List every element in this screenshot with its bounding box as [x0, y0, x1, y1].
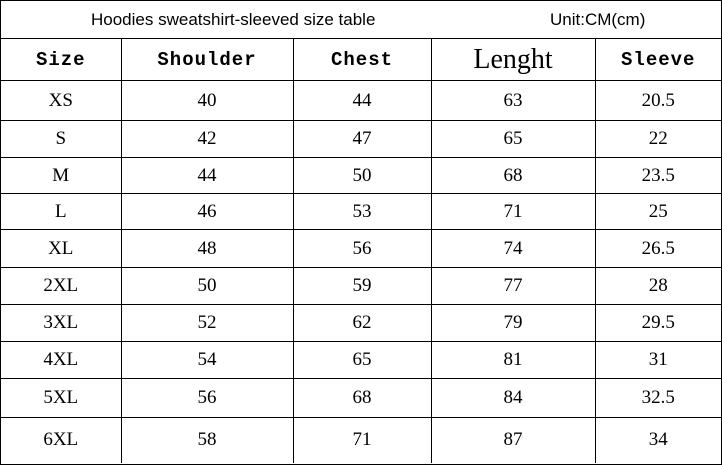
table-cell: 42 [120, 120, 294, 158]
column-header: Lenght [430, 39, 596, 81]
table-cell: 56 [292, 229, 432, 268]
table-cell: 25 [594, 193, 721, 230]
table-cell: 52 [120, 304, 294, 342]
table-cell: 4XL [1, 341, 122, 379]
table-row: L 46 53 71 25 [1, 193, 721, 230]
column-header: Shoulder [120, 39, 294, 81]
table-cell: 40 [120, 80, 294, 121]
table-cell: 68 [430, 157, 596, 194]
table-row: S 42 47 65 22 [1, 120, 721, 158]
column-header: Sleeve [594, 39, 721, 81]
table-cell: 81 [430, 341, 596, 379]
table-cell: 77 [430, 267, 596, 305]
table-cell: 63 [430, 80, 596, 121]
table-cell: XS [1, 80, 122, 121]
table-cell: 65 [430, 120, 596, 158]
table-cell: 54 [120, 341, 294, 379]
table-cell: 23.5 [594, 157, 721, 194]
table-cell: 20.5 [594, 80, 721, 121]
table-cell: 84 [430, 378, 596, 418]
table-cell: 32.5 [594, 378, 721, 418]
table-cell: 48 [120, 229, 294, 268]
size-table: Size Shoulder Chest Lenght Sleeve XS 40 44 63 20.… [1, 39, 721, 463]
table-cell: 46 [120, 193, 294, 230]
table-cell: 6XL [1, 417, 122, 463]
table-title: Hoodies sweatshirt-sleeved size table [91, 10, 376, 29]
table-cell: S [1, 120, 122, 158]
table-cell: 62 [292, 304, 432, 342]
table-cell: 22 [594, 120, 721, 158]
table-cell: 58 [120, 417, 294, 463]
table-cell: 74 [430, 229, 596, 268]
table-cell: 28 [594, 267, 721, 305]
table-row: XS 40 44 63 20.5 [1, 80, 721, 121]
table-cell: 29.5 [594, 304, 721, 342]
table-cell: 5XL [1, 378, 122, 418]
table-row: XL 48 56 74 26.5 [1, 229, 721, 268]
column-header: Chest [292, 39, 432, 81]
table-cell: 71 [292, 417, 432, 463]
table-row: 5XL 56 68 84 32.5 [1, 378, 721, 418]
header-row: Size Shoulder Chest Lenght Sleeve [1, 39, 721, 81]
title-row: Hoodies sweatshirt-sleeved size table Un… [1, 1, 721, 39]
table-row: M 44 50 68 23.5 [1, 157, 721, 194]
unit-label: Unit:CM(cm) [550, 10, 646, 29]
table-cell: XL [1, 229, 122, 268]
table-cell: 68 [292, 378, 432, 418]
table-cell: 56 [120, 378, 294, 418]
table-cell: 34 [594, 417, 721, 463]
table-cell: 3XL [1, 304, 122, 342]
table-cell: 59 [292, 267, 432, 305]
table-cell: 71 [430, 193, 596, 230]
table-cell: 47 [292, 120, 432, 158]
table-row: 6XL 58 71 87 34 [1, 417, 721, 463]
table-cell: 31 [594, 341, 721, 379]
table-cell: 26.5 [594, 229, 721, 268]
table-cell: L [1, 193, 122, 230]
table-cell: M [1, 157, 122, 194]
table-cell: 87 [430, 417, 596, 463]
table-cell: 44 [120, 157, 294, 194]
table-cell: 2XL [1, 267, 122, 305]
table-row: 2XL 50 59 77 28 [1, 267, 721, 305]
table-cell: 65 [292, 341, 432, 379]
table-cell: 50 [120, 267, 294, 305]
table-row: 4XL 54 65 81 31 [1, 341, 721, 379]
table-cell: 50 [292, 157, 432, 194]
table-cell: 79 [430, 304, 596, 342]
table-cell: 53 [292, 193, 432, 230]
table-row: 3XL 52 62 79 29.5 [1, 304, 721, 342]
table-cell: 44 [292, 80, 432, 121]
column-header: Size [1, 39, 122, 81]
